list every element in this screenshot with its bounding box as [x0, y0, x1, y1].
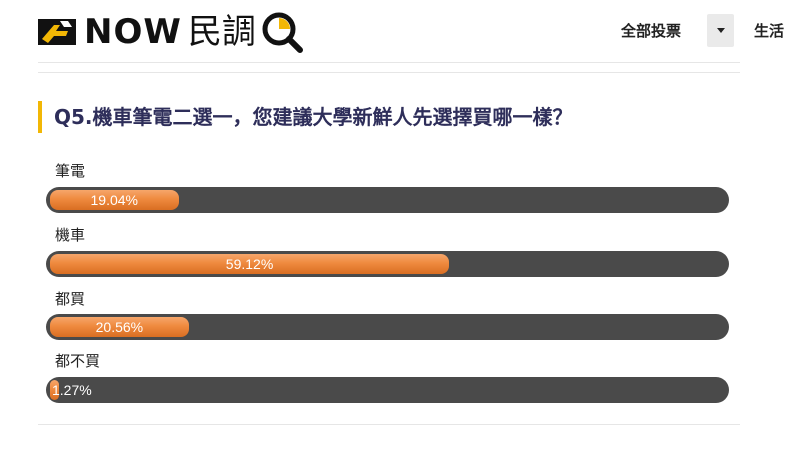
question-title: Q5.機車筆電二選一，您建議大學新鮮人先選擇買哪一樣？ — [38, 101, 573, 133]
result-bar-fill — [50, 254, 450, 274]
runner-logo-icon — [38, 19, 76, 45]
nav-all-polls[interactable]: 全部投票 — [621, 22, 682, 40]
caret-down-icon — [716, 28, 725, 33]
nav-dropdown-button[interactable] — [707, 14, 734, 47]
result-percent: 1.27% — [52, 382, 92, 398]
option-label: 都買 — [55, 290, 86, 308]
result-bar-track: 19.04% — [46, 187, 729, 213]
option-label: 筆電 — [55, 162, 86, 180]
result-bar-track: 1.27% — [46, 377, 729, 403]
option-label: 都不買 — [55, 352, 101, 370]
result-bar-track: 59.12% — [46, 251, 729, 277]
result-percent: 20.56% — [95, 319, 144, 335]
section-divider-top — [38, 72, 740, 73]
result-bar-fill — [50, 380, 59, 400]
logo-text-zh: 民調 — [187, 12, 256, 52]
magnifier-chart-icon — [262, 12, 303, 53]
logo-text: NOW — [84, 12, 182, 52]
header-divider — [38, 62, 740, 63]
section-divider-bottom — [38, 424, 740, 425]
site-header: NOW 民調 全部投票 生活 — [0, 0, 800, 62]
nav-life[interactable]: 生活 — [754, 22, 785, 40]
result-bar-fill — [50, 190, 179, 210]
option-label: 機車 — [55, 226, 86, 244]
site-logo[interactable]: NOW 民調 — [38, 10, 304, 54]
result-bar-track: 20.56% — [46, 314, 729, 340]
result-percent: 59.12% — [225, 256, 274, 272]
result-percent: 19.04% — [90, 192, 138, 208]
result-bar-fill — [50, 317, 189, 337]
